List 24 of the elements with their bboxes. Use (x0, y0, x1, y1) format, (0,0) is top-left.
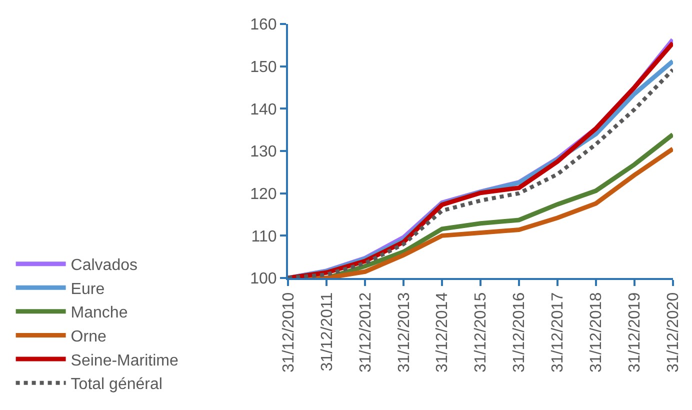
x-tick-label: 31/12/2016 (511, 292, 528, 372)
legend-label: Seine-Maritime (70, 352, 178, 370)
y-tick-label: 120 (250, 186, 277, 203)
legend-label: Calvados (70, 257, 138, 274)
y-tick-label: 160 (250, 16, 277, 34)
legend-label: Orne (70, 328, 106, 346)
y-tick-label: 100 (250, 270, 277, 288)
x-tick-label: 31/12/2013 (396, 292, 413, 372)
y-tick-label: 130 (250, 144, 277, 161)
x-tick-label: 31/12/2014 (434, 292, 452, 372)
x-tick-label: 31/12/2015 (472, 292, 490, 372)
x-tick-label: 31/12/2019 (626, 292, 644, 372)
y-tick-label: 140 (250, 101, 277, 118)
x-tick-label: 31/12/2011 (318, 292, 336, 372)
x-tick-label: 31/12/2010 (280, 292, 298, 372)
x-tick-label: 31/12/2017 (550, 292, 567, 372)
y-tick-label: 150 (250, 58, 277, 76)
legend-label: Total général (70, 376, 162, 394)
legend-label: Manche (70, 304, 128, 322)
x-tick-label: 31/12/2012 (357, 292, 374, 372)
legend-label: Eure (70, 280, 105, 298)
x-tick-label: 31/12/2018 (588, 292, 606, 372)
x-tick-label: 31/12/2020 (665, 292, 682, 372)
y-tick-label: 110 (251, 228, 277, 246)
